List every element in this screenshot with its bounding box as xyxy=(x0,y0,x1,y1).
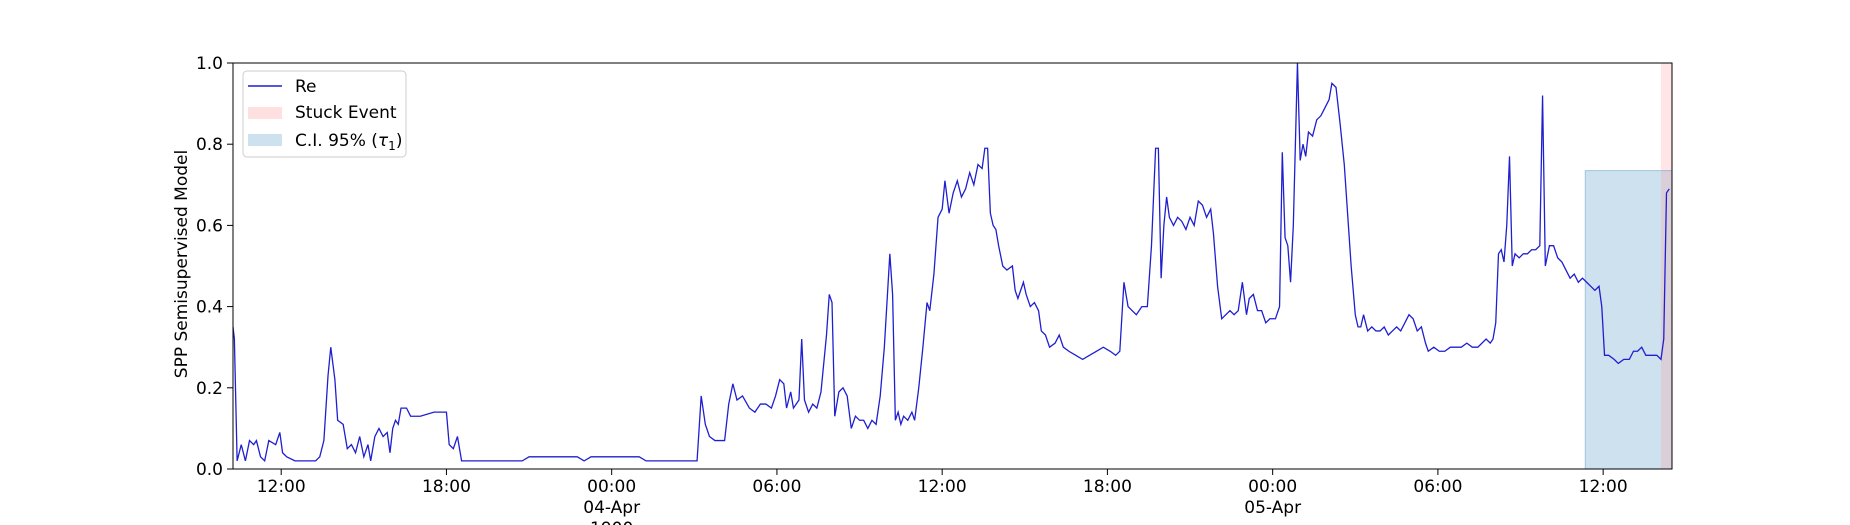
stuck-event-band xyxy=(1660,63,1672,469)
y-axis-label: SPP Semisupervised Model xyxy=(172,150,192,378)
x-tick-label: 00:00 xyxy=(587,477,636,497)
x-tick-label: 12:00 xyxy=(1579,477,1628,497)
x-tick-label: 12:00 xyxy=(257,477,306,497)
legend-swatch-ci xyxy=(248,134,282,146)
legend-label-ci: C.I. 95% (τ1) xyxy=(295,131,402,153)
series-line-re xyxy=(233,62,1670,463)
x-tick-year-label: 1900 xyxy=(590,519,633,525)
plot-area xyxy=(232,62,1673,470)
y-tick-label: 0.6 xyxy=(196,216,223,236)
x-tick-label: 18:00 xyxy=(1083,477,1132,497)
x-tick-date-label: 05-Apr xyxy=(1244,498,1301,518)
y-tick-label: 0.8 xyxy=(196,135,223,155)
x-tick-label: 06:00 xyxy=(752,477,801,497)
x-tick-label: 06:00 xyxy=(1413,477,1462,497)
y-tick-label: 0.4 xyxy=(196,298,223,318)
x-tick-label: 12:00 xyxy=(918,477,967,497)
y-axis: 0.0 0.2 0.4 0.6 0.8 1.0 xyxy=(196,54,233,480)
y-tick-label: 1.0 xyxy=(196,54,223,74)
legend-label-stuck-event: Stuck Event xyxy=(295,103,397,123)
ci-band xyxy=(1585,170,1672,469)
x-tick-date-label: 04-Apr xyxy=(583,498,640,518)
legend: Re Stuck Event C.I. 95% (τ1) xyxy=(242,70,407,158)
y-tick-label: 0.2 xyxy=(196,379,223,399)
x-tick-label: 18:00 xyxy=(422,477,471,497)
legend-label-re: Re xyxy=(295,77,317,97)
y-tick-label: 0.0 xyxy=(196,460,223,480)
legend-frame xyxy=(242,70,407,158)
x-tick-label: 00:00 xyxy=(1248,477,1297,497)
x-axis: 12:0018:0000:0004-Apr190006:0012:0018:00… xyxy=(257,469,1628,525)
legend-swatch-stuck-event xyxy=(248,107,282,119)
plot-frame xyxy=(232,62,1673,470)
